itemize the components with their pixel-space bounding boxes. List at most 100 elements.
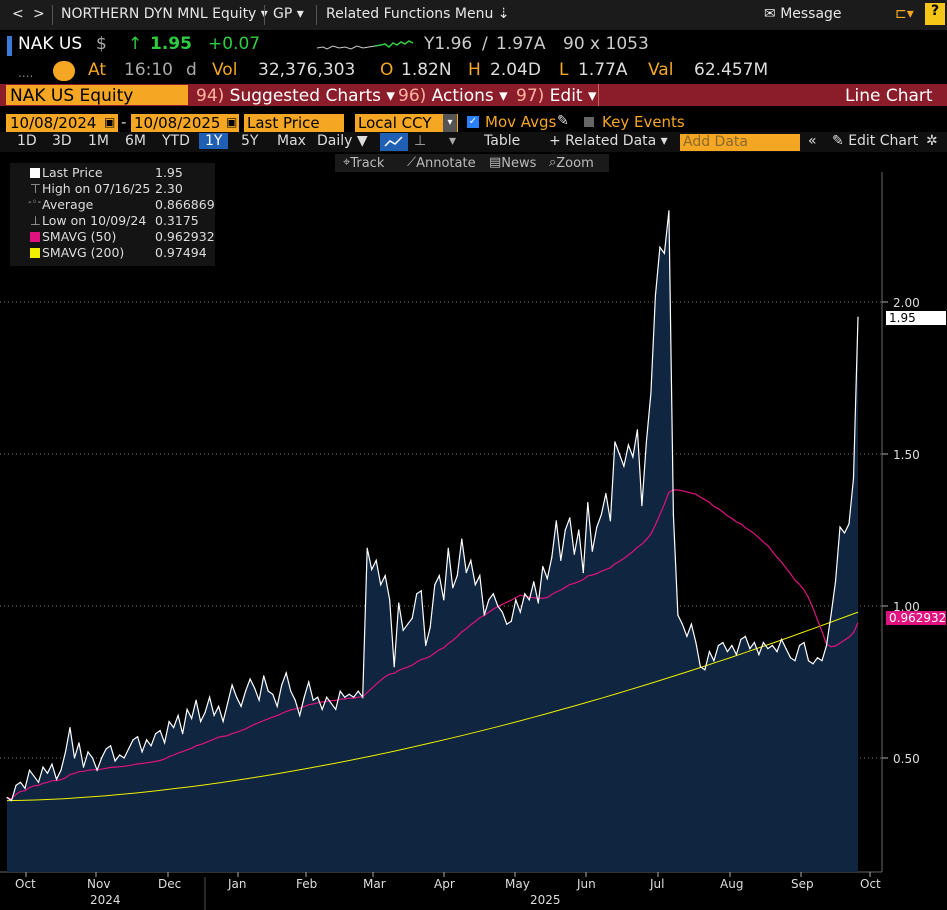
price-point — [55, 778, 58, 780]
price-point — [456, 575, 458, 577]
chart-type-title: Line Chart — [845, 86, 933, 106]
swatch-sma50 — [30, 232, 40, 242]
range-6m[interactable]: 6M — [125, 133, 146, 149]
dropdown-icon[interactable]: ▾ — [449, 133, 457, 149]
price-point — [767, 648, 769, 650]
frequency-select[interactable]: Daily ▼ — [317, 133, 368, 149]
function-menu[interactable]: GP ▾ — [273, 6, 304, 22]
message-button[interactable]: ✉ Message — [764, 6, 842, 22]
annotate-tool[interactable]: ⟋ Annotate — [407, 155, 476, 171]
bar-chart-icon[interactable]: ⊥ — [414, 133, 427, 149]
x-tick-label: Jun — [577, 877, 596, 891]
related-data-button[interactable]: + Related Data ▾ — [549, 133, 668, 149]
news-tool[interactable]: ▤ News — [489, 155, 537, 171]
price-chart[interactable] — [0, 172, 947, 910]
price-point — [488, 599, 490, 601]
zoom-tool[interactable]: ⌕ Zoom — [549, 155, 594, 171]
x-tick-label: Jul — [650, 877, 665, 891]
price-point — [812, 663, 814, 665]
mov-avgs-label[interactable]: Mov Avgs — [485, 113, 557, 131]
pin-icon[interactable]: ⊏▾ — [895, 6, 914, 22]
legend-average: -◦- Average 0.866869 — [28, 197, 215, 212]
price-point — [447, 547, 449, 549]
price-point — [564, 529, 566, 531]
price-point — [560, 559, 562, 561]
sma200-line — [6, 611, 859, 802]
last-price-tag: 1.95 — [886, 311, 946, 325]
security-menu[interactable]: NORTHERN DYN MNL Equity ▾ — [61, 6, 268, 22]
dropdown-icon[interactable]: ▾ — [443, 114, 457, 132]
price-point — [344, 696, 346, 698]
key-events-checkbox[interactable] — [584, 117, 594, 127]
x-tick-label: Jan — [228, 877, 247, 891]
mov-avgs-checkbox[interactable]: ✓ — [467, 116, 479, 128]
price-point — [713, 660, 715, 662]
range-3d[interactable]: 3D — [52, 133, 72, 149]
price-point — [596, 526, 598, 528]
range-ytd[interactable]: YTD — [162, 133, 190, 149]
price-point — [78, 742, 80, 744]
price-point — [524, 593, 526, 595]
related-functions-menu[interactable]: Related Functions Menu ⇣ — [326, 6, 510, 22]
pencil-icon[interactable]: ✎ — [557, 113, 569, 129]
security-input[interactable]: NAK US Equity — [6, 85, 188, 106]
price-change: +0.07 — [208, 34, 261, 54]
price-point — [798, 644, 801, 647]
field-select[interactable]: Last Price — [244, 114, 344, 132]
price-point — [848, 523, 850, 525]
price-point — [510, 620, 512, 622]
price-point — [551, 556, 553, 558]
back-icon[interactable]: < — [12, 6, 24, 22]
price-point — [321, 708, 323, 711]
price-point — [641, 505, 643, 507]
price-point — [393, 666, 395, 668]
edit-menu[interactable]: 97) Edit ▾ — [516, 86, 597, 106]
price-point — [73, 757, 76, 759]
key-events-label[interactable]: Key Events — [602, 113, 685, 131]
collapse-icon[interactable]: « — [808, 133, 817, 149]
legend-low: ⊥ Low on 10/09/24 0.3175 — [30, 213, 199, 228]
forward-icon[interactable]: > — [33, 6, 45, 22]
range-max[interactable]: Max — [277, 133, 306, 149]
x-tick-label: Dec — [158, 877, 182, 891]
price-point — [429, 626, 431, 628]
edit-chart-button[interactable]: ✎ Edit Chart — [832, 133, 919, 149]
price-point — [285, 672, 287, 674]
range-5y[interactable]: 5Y — [241, 133, 259, 149]
price-point — [110, 745, 112, 747]
currency-select[interactable]: Local CCY — [355, 114, 458, 132]
add-data-input[interactable]: Add Data — [680, 134, 800, 151]
calendar-icon[interactable]: ▣ — [226, 115, 238, 129]
price-point — [141, 751, 143, 753]
gauge-icon[interactable] — [53, 61, 75, 81]
price-point — [249, 678, 251, 680]
calendar-icon[interactable]: ▣ — [104, 115, 116, 129]
price-point — [46, 772, 49, 774]
track-tool[interactable]: ⌖ Track — [343, 155, 385, 171]
price-point — [303, 696, 305, 698]
price-point — [87, 751, 89, 753]
price-point — [834, 581, 837, 583]
price-point — [681, 623, 684, 625]
price-point — [479, 575, 481, 577]
range-1d[interactable]: 1D — [17, 133, 37, 149]
price-point — [375, 559, 377, 561]
suggested-charts-menu[interactable]: 94) Suggested Charts ▾ — [196, 86, 395, 106]
price-point — [137, 736, 139, 738]
gear-icon[interactable]: ✲ — [926, 133, 938, 149]
price-point — [461, 538, 463, 540]
end-date-input[interactable]: 10/08/2025 — [131, 114, 239, 132]
line-chart-icon[interactable] — [380, 133, 408, 151]
help-button[interactable]: ? — [925, 3, 945, 25]
actions-menu[interactable]: 96) Actions ▾ — [398, 86, 508, 106]
price-point — [159, 730, 161, 732]
price-point — [677, 614, 679, 616]
range-1y[interactable]: 1Y — [199, 133, 229, 149]
table-button[interactable]: Table — [484, 133, 521, 149]
low-price: 1.77A — [578, 60, 628, 80]
range-1m[interactable]: 1M — [88, 133, 109, 149]
price-point — [24, 787, 26, 790]
price-point — [69, 727, 71, 729]
start-date-input[interactable]: 10/08/2024 — [6, 114, 118, 132]
average-marker-icon: -◦- — [28, 197, 42, 208]
